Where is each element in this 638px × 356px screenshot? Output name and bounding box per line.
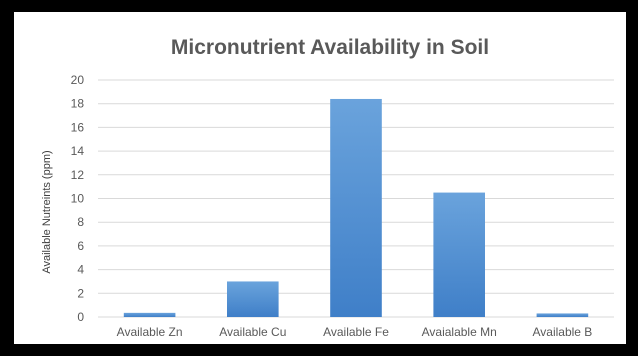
- y-tick-label: 12: [71, 168, 85, 182]
- y-axis-ticks: 0 2 4 6 8 10 12 14 16 18 20: [71, 73, 85, 324]
- x-axis-ticks: Available Zn Available Cu Available Fe Avai…: [117, 325, 593, 339]
- y-tick-label: 6: [77, 239, 84, 253]
- bar: [227, 281, 279, 317]
- y-tick-label: 20: [71, 73, 85, 87]
- y-tick-label: 16: [71, 120, 85, 134]
- chart-frame: Micronutrient Availability in Soil 0 2 4 6 8…: [14, 12, 626, 344]
- chart-title: Micronutrient Availability in Soil: [171, 36, 489, 59]
- x-tick-label: Available Fe: [323, 325, 389, 339]
- bar: [124, 313, 176, 317]
- y-tick-label: 4: [77, 263, 84, 277]
- bar: [433, 193, 485, 317]
- bar: [537, 313, 589, 317]
- bar: [330, 99, 382, 317]
- y-tick-label: 0: [77, 310, 84, 324]
- bars: [124, 99, 588, 317]
- x-tick-label: Avaialable Mn: [422, 325, 497, 339]
- y-tick-label: 8: [77, 215, 84, 229]
- y-tick-label: 14: [71, 144, 85, 158]
- y-tick-label: 18: [71, 97, 85, 111]
- bar-chart: Micronutrient Availability in Soil 0 2 4 6 8…: [14, 12, 626, 344]
- y-axis-label: Available Nutreints (ppm): [41, 150, 53, 273]
- x-tick-label: Available Zn: [117, 325, 183, 339]
- y-tick-label: 2: [77, 286, 84, 300]
- x-tick-label: Available Cu: [219, 325, 286, 339]
- y-tick-label: 10: [71, 192, 85, 206]
- x-tick-label: Available B: [532, 325, 592, 339]
